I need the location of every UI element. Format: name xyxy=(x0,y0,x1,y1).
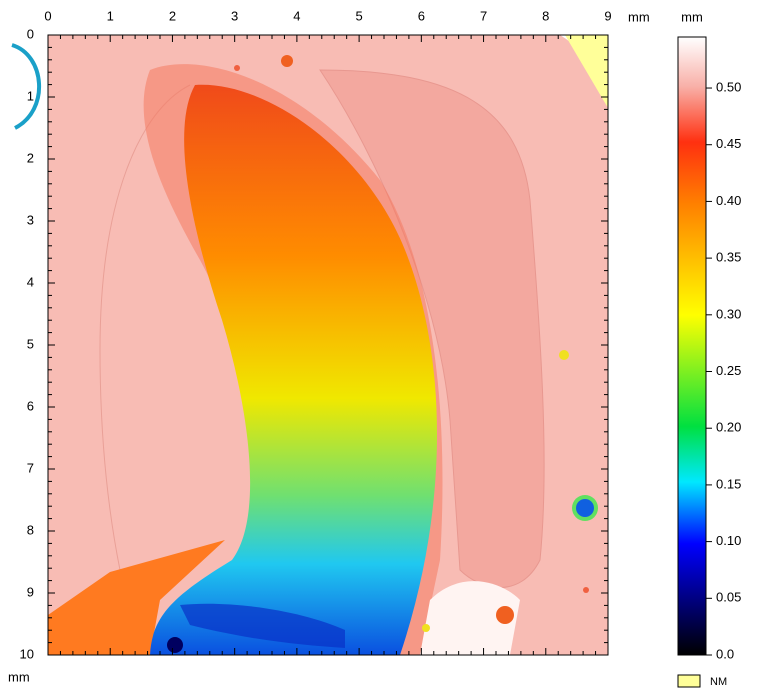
colorbar-tick-label: 0.45 xyxy=(716,136,741,151)
colorbar-tick-label: 0.25 xyxy=(716,363,741,378)
y-unit: mm xyxy=(8,669,30,684)
x-tick-label: 3 xyxy=(231,8,238,23)
colorbar-unit: mm xyxy=(681,9,703,24)
colorbar-tick-label: 0.30 xyxy=(716,306,741,321)
colorbar-tick-label: 0.15 xyxy=(716,476,741,491)
x-tick-label: 6 xyxy=(418,8,425,23)
colorbar-tick-label: 0.10 xyxy=(716,533,741,548)
x-tick-label: 4 xyxy=(293,8,300,23)
y-tick-label: 1 xyxy=(27,88,34,103)
legend-label: NM xyxy=(710,676,727,688)
y-tick-label: 8 xyxy=(27,522,34,537)
y-tick-label: 5 xyxy=(27,336,34,351)
y-tick-label: 9 xyxy=(27,584,34,599)
x-tick-label: 9 xyxy=(604,8,611,23)
legend-swatch xyxy=(678,675,700,687)
colorbar-tick-label: 0.20 xyxy=(716,420,741,435)
colorbar-tick-label: 0.40 xyxy=(716,193,741,208)
annotation-circle xyxy=(12,45,39,128)
x-tick-label: 0 xyxy=(44,8,51,23)
x-tick-label: 5 xyxy=(355,8,362,23)
colorbar xyxy=(678,37,706,655)
y-tick-label: 10 xyxy=(20,646,34,661)
page: mm mm mm 0 1 2 3 4 5 6 7 8 9 0 1 2 3 4 5 6 7 8 9 10 0.0 0.05 0.… xyxy=(0,0,759,698)
x-tick-label: 8 xyxy=(542,8,549,23)
chart: mm mm mm 0 1 2 3 4 5 6 7 8 9 0 1 2 3 4 5 6 7 8 9 10 0.0 0.05 0.… xyxy=(0,0,759,698)
x-tick-label: 7 xyxy=(480,8,487,23)
colorbar-tick-label: 0.0 xyxy=(716,646,734,661)
height-map xyxy=(48,35,608,655)
y-tick-label: 2 xyxy=(27,150,34,165)
colorbar-tick-label: 0.05 xyxy=(716,590,741,605)
x-tick-label: 1 xyxy=(107,8,114,23)
y-tick-label: 3 xyxy=(27,212,34,227)
y-tick-label: 7 xyxy=(27,460,34,475)
y-tick-label: 0 xyxy=(27,26,34,41)
colorbar-tick-label: 0.50 xyxy=(716,79,741,94)
x-unit: mm xyxy=(628,9,650,24)
x-tick-label: 2 xyxy=(169,8,176,23)
y-tick-label: 6 xyxy=(27,398,34,413)
y-tick-label: 4 xyxy=(27,274,34,289)
colorbar-tick-label: 0.35 xyxy=(716,250,741,265)
